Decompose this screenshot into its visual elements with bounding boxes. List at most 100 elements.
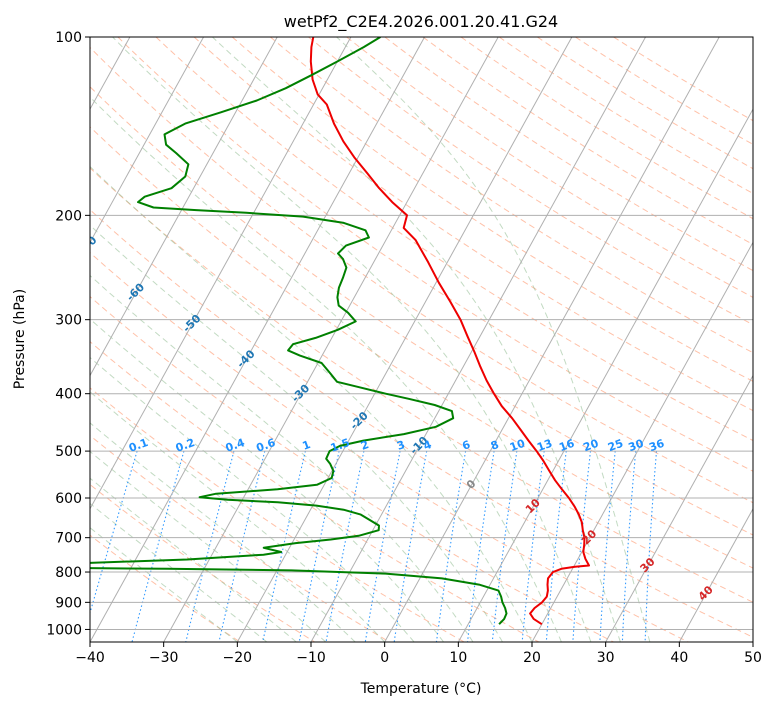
- moist-adiabat-line: [90, 391, 386, 642]
- mixing-ratio-line: [621, 451, 637, 642]
- isotherm-line: [0, 37, 56, 642]
- isotherm-line: [90, 37, 205, 244]
- mixing-ratio-label: 0.6: [255, 436, 278, 455]
- moist-adiabat-line: [90, 422, 356, 642]
- dry-adiabat-line: [90, 295, 614, 642]
- isotherm-line: [678, 507, 753, 642]
- isotherm-line: [90, 37, 352, 510]
- dry-adiabat-line: [90, 340, 540, 642]
- mixing-ratio-label: 10: [508, 437, 527, 455]
- dry-adiabat-line: [90, 483, 315, 642]
- x-tick-label: −20: [223, 650, 253, 666]
- mixing-ratio-label: 0.2: [174, 436, 197, 455]
- mixing-ratio-line: [185, 450, 235, 642]
- isotherm-label: -90: [0, 146, 1, 169]
- dry-adiabat-line: [231, 37, 753, 382]
- mixing-ratio-label: 1: [301, 438, 313, 453]
- dry-adiabat-line: [90, 251, 689, 642]
- isotherm-label: -60: [124, 280, 147, 303]
- x-axis-label: Temperature (°C): [360, 681, 482, 697]
- isotherm-label: -30: [289, 381, 312, 404]
- mixing-ratio-line: [572, 451, 592, 642]
- mixing-ratio-line: [90, 450, 138, 615]
- mixing-ratio-line: [364, 450, 401, 642]
- dry-adiabat-line: [90, 387, 465, 642]
- mixing-ratio-label: 20: [582, 437, 601, 455]
- isotherm-label: 40: [696, 583, 716, 603]
- mixing-ratio-line: [545, 451, 567, 642]
- isotherm-label: -70: [76, 233, 99, 256]
- dry-adiabat-line: [90, 126, 753, 569]
- isotherm-line: [605, 374, 753, 642]
- mixing-ratio-label: 0.1: [127, 436, 150, 455]
- isotherm-line: [90, 37, 278, 377]
- isotherm-line: [236, 37, 573, 642]
- y-tick-label: 100: [55, 30, 82, 46]
- plot-frame: [89, 36, 754, 643]
- moist-adiabat-line: [336, 37, 651, 642]
- moist-adiabat-line: [112, 37, 592, 642]
- y-tick-label: 400: [55, 387, 82, 403]
- mixing-ratio-label: 13: [535, 437, 554, 454]
- dry-adiabat-line: [537, 37, 753, 170]
- moist-adiabat-line: [90, 502, 268, 642]
- y-tick-label: 500: [55, 444, 82, 460]
- x-tick-label: −10: [296, 650, 326, 666]
- y-tick-label: 200: [55, 208, 82, 224]
- isotherm-line: [163, 37, 499, 642]
- mixing-ratio-label: 4: [422, 438, 434, 453]
- dry-adiabat-line: [155, 37, 753, 442]
- mixing-ratio-line: [325, 450, 365, 642]
- moist-adiabat-line: [212, 37, 621, 642]
- mixing-ratio-label: 0.4: [224, 436, 247, 455]
- isotherm-line: [531, 241, 753, 642]
- mixing-ratio-label: 25: [606, 437, 625, 454]
- dry-adiabat-line: [117, 37, 753, 472]
- x-tick-label: 0: [380, 650, 389, 666]
- x-tick-label: 40: [670, 650, 688, 666]
- plot-area: -100-90-80-70-60-50-40-30-20-10010203040…: [0, 37, 753, 642]
- isotherm-line: [384, 37, 720, 642]
- mixing-ratio-label: 16: [557, 437, 576, 455]
- dry-adiabat-line: [90, 209, 753, 638]
- mixing-ratio-label: 1.5: [329, 436, 352, 455]
- dry-adiabat-line: [346, 37, 753, 298]
- mixing-ratio-line: [491, 451, 518, 642]
- isotherm-line: [752, 640, 753, 642]
- dry-adiabat-line: [193, 37, 753, 412]
- isotherm-label: 10: [523, 496, 543, 516]
- isotherm-line: [310, 37, 647, 642]
- dry-adiabat-line: [90, 534, 241, 642]
- y-tick-label: 800: [55, 565, 82, 581]
- moist-adiabat-line: [90, 165, 533, 642]
- moist-adiabat-line: [90, 96, 562, 642]
- mixing-ratio-label: 30: [627, 437, 646, 455]
- mixing-ratio-line: [298, 450, 340, 642]
- mixing-ratio-line: [521, 451, 545, 642]
- dry-adiabat-line: [90, 434, 390, 642]
- dry-adiabat-line: [498, 37, 753, 195]
- isotherm-label: -20: [348, 409, 371, 432]
- mixing-ratio-line: [435, 451, 467, 642]
- mixing-ratio-label: 2: [359, 438, 371, 453]
- x-tick-label: −40: [75, 650, 105, 666]
- y-tick-label: 300: [55, 313, 82, 329]
- x-tick-label: 10: [449, 650, 467, 666]
- mixing-ratio-label: 3: [395, 438, 407, 453]
- y-tick-label: 900: [55, 595, 82, 611]
- dry-adiabat-line: [90, 167, 753, 603]
- x-tick-label: 20: [523, 650, 541, 666]
- mixing-ratio-line: [644, 451, 658, 642]
- isotherm-label: -50: [180, 312, 203, 335]
- dry-adiabat-line: [422, 37, 753, 245]
- y-tick-label: 700: [55, 531, 82, 547]
- moist-adiabat-line: [90, 450, 327, 642]
- mixing-ratio-line: [466, 451, 495, 642]
- isotherm-line: [90, 37, 426, 642]
- mixing-ratio-line: [599, 451, 616, 642]
- mixing-ratio-label: 36: [647, 437, 666, 455]
- moist-adiabat-line: [90, 527, 238, 642]
- dry-adiabat-line: [308, 37, 753, 326]
- y-axis-label: Pressure (hPa): [12, 289, 28, 389]
